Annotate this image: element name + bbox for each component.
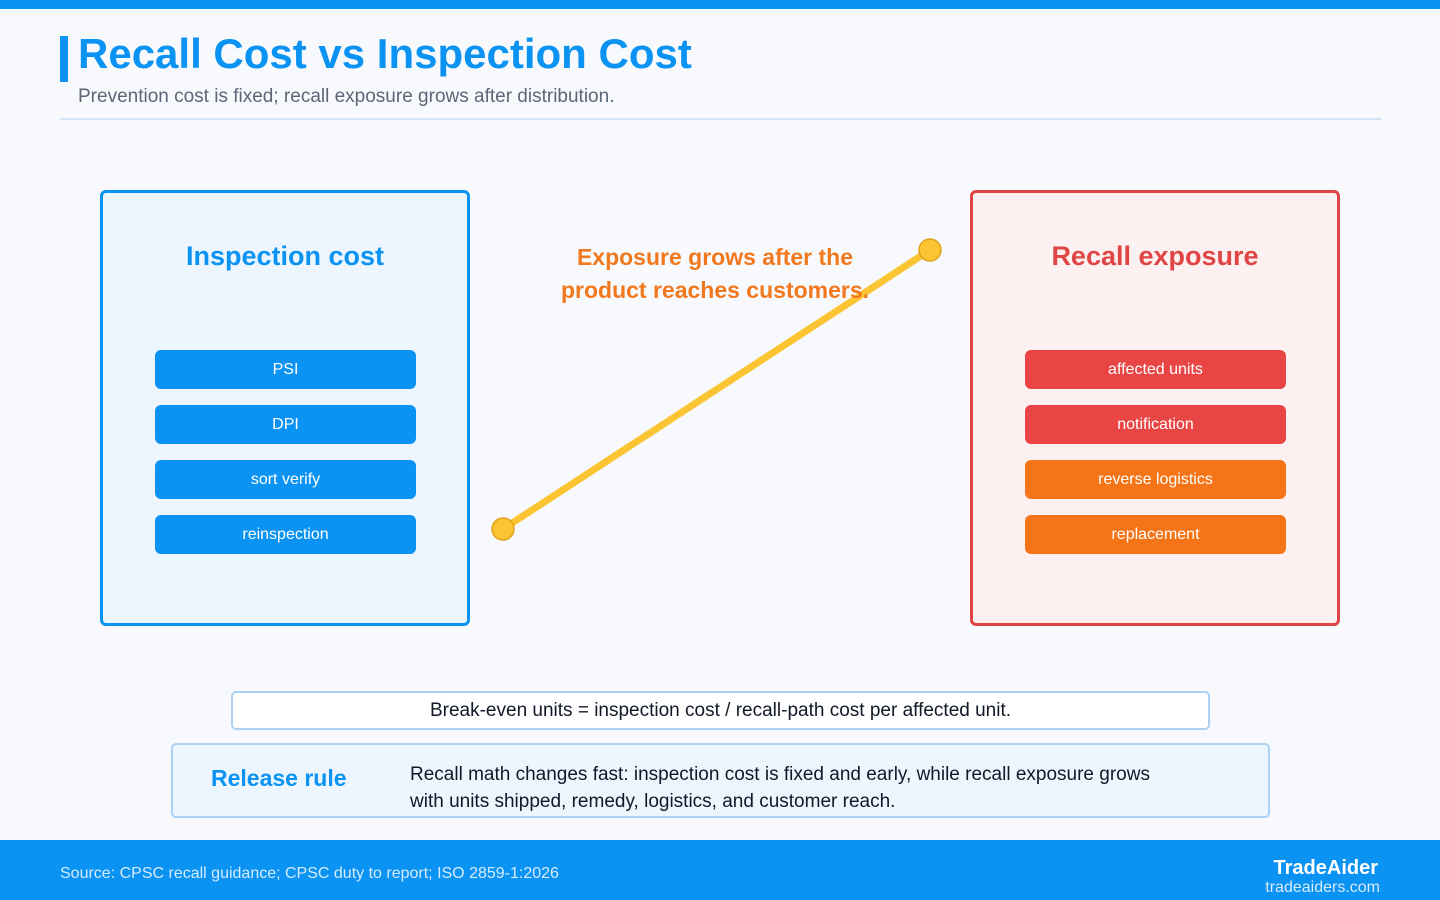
recall-item-notification: notification <box>1025 405 1286 444</box>
header-divider <box>60 118 1381 120</box>
recall-item-reverse-logistics: reverse logistics <box>1025 460 1286 499</box>
page-title: Recall Cost vs Inspection Cost <box>78 30 692 77</box>
recall-item-replacement: replacement <box>1025 515 1286 554</box>
inspection-item-sort-verify: sort verify <box>155 460 416 499</box>
release-rule-box: Release rule Recall math changes fast: i… <box>171 743 1270 818</box>
growth-start-point <box>491 517 515 541</box>
inspection-cost-title: Inspection cost <box>185 241 385 271</box>
inspection-cost-panel: Inspection cost PSI DPI sort verify rein… <box>100 190 470 626</box>
break-even-formula-text: Break-even units = inspection cost / rec… <box>429 699 1012 721</box>
inspection-item-psi: PSI <box>155 350 416 389</box>
exposure-callout: Exposure grows after the product reaches… <box>560 244 870 303</box>
inspection-item-reinspection: reinspection <box>155 515 416 554</box>
footer: Source: CPSC recall guidance; CPSC duty … <box>0 840 1440 900</box>
inspection-item-dpi: DPI <box>155 405 416 444</box>
page-subtitle: Prevention cost is fixed; recall exposur… <box>78 86 615 107</box>
top-accent-bar <box>0 0 1440 9</box>
title-accent-bar <box>60 36 68 82</box>
growth-end-point <box>918 238 942 262</box>
footer-url: tradeaiders.com <box>1265 879 1380 896</box>
release-rule-label: Release rule <box>211 765 347 791</box>
break-even-formula: Break-even units = inspection cost / rec… <box>231 691 1210 730</box>
footer-brand-logo: TradeAider <box>1273 857 1378 879</box>
recall-exposure-title: Recall exposure <box>1051 241 1259 271</box>
footer-source: Source: CPSC recall guidance; CPSC duty … <box>60 865 559 882</box>
recall-exposure-panel: Recall exposure affected units notificat… <box>970 190 1340 626</box>
recall-item-affected-units: affected units <box>1025 350 1286 389</box>
release-rule-text: Recall math changes fast: inspection cos… <box>410 764 1150 812</box>
